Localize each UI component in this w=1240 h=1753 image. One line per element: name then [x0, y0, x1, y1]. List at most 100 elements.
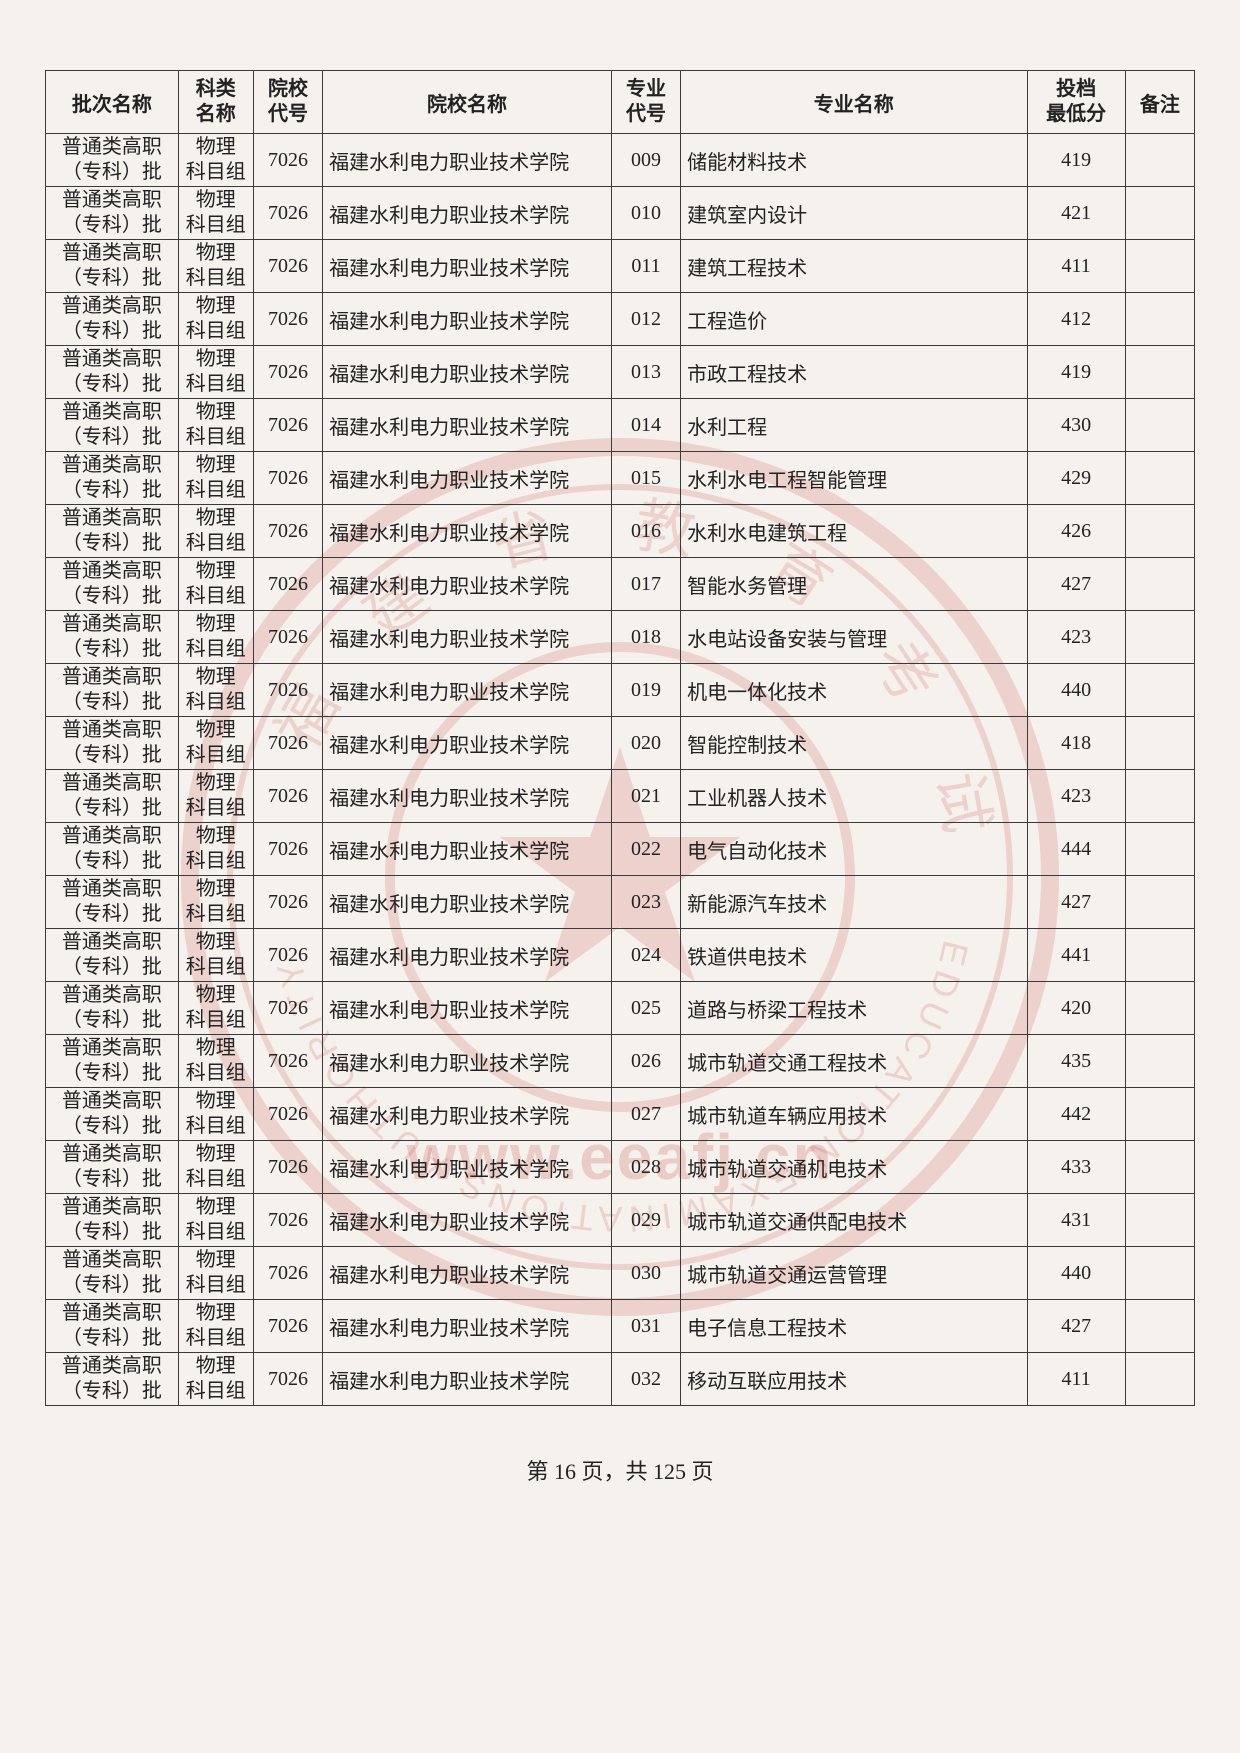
cell-score: 423: [1027, 611, 1125, 664]
cell-school-name: 福建水利电力职业技术学院: [323, 1194, 612, 1247]
cell-major-name: 道路与桥梁工程技术: [681, 982, 1027, 1035]
cell-score: 429: [1027, 452, 1125, 505]
cell-score: 427: [1027, 876, 1125, 929]
cell-major-name: 水利工程: [681, 399, 1027, 452]
cell-score: 431: [1027, 1194, 1125, 1247]
cell-note: [1125, 134, 1194, 187]
cell-note: [1125, 399, 1194, 452]
cell-batch: 普通类高职（专科）批: [46, 1247, 179, 1300]
cell-major-name: 储能材料技术: [681, 134, 1027, 187]
cell-school-name: 福建水利电力职业技术学院: [323, 452, 612, 505]
cell-school-code: 7026: [253, 1035, 322, 1088]
cell-major-name: 工业机器人技术: [681, 770, 1027, 823]
cell-score: 419: [1027, 134, 1125, 187]
table-row: 普通类高职（专科）批物理科目组7026福建水利电力职业技术学院027城市轨道车辆…: [46, 1088, 1195, 1141]
cell-score: 427: [1027, 558, 1125, 611]
col-batch: 批次名称: [46, 71, 179, 134]
cell-note: [1125, 505, 1194, 558]
table-row: 普通类高职（专科）批物理科目组7026福建水利电力职业技术学院021工业机器人技…: [46, 770, 1195, 823]
cell-category: 物理科目组: [178, 1247, 253, 1300]
table-row: 普通类高职（专科）批物理科目组7026福建水利电力职业技术学院013市政工程技术…: [46, 346, 1195, 399]
cell-score: 426: [1027, 505, 1125, 558]
table-row: 普通类高职（专科）批物理科目组7026福建水利电力职业技术学院018水电站设备安…: [46, 611, 1195, 664]
cell-school-name: 福建水利电力职业技术学院: [323, 611, 612, 664]
col-school-code: 院校代号: [253, 71, 322, 134]
cell-major-code: 016: [611, 505, 680, 558]
cell-category: 物理科目组: [178, 346, 253, 399]
cell-school-name: 福建水利电力职业技术学院: [323, 1247, 612, 1300]
cell-note: [1125, 1353, 1194, 1406]
cell-school-code: 7026: [253, 876, 322, 929]
cell-major-code: 017: [611, 558, 680, 611]
col-note: 备注: [1125, 71, 1194, 134]
cell-note: [1125, 770, 1194, 823]
cell-school-name: 福建水利电力职业技术学院: [323, 717, 612, 770]
cell-major-name: 智能控制技术: [681, 717, 1027, 770]
cell-batch: 普通类高职（专科）批: [46, 1088, 179, 1141]
cell-school-name: 福建水利电力职业技术学院: [323, 876, 612, 929]
cell-batch: 普通类高职（专科）批: [46, 664, 179, 717]
cell-batch: 普通类高职（专科）批: [46, 929, 179, 982]
cell-category: 物理科目组: [178, 399, 253, 452]
table-row: 普通类高职（专科）批物理科目组7026福建水利电力职业技术学院014水利工程43…: [46, 399, 1195, 452]
cell-category: 物理科目组: [178, 134, 253, 187]
cell-school-code: 7026: [253, 187, 322, 240]
cell-school-code: 7026: [253, 929, 322, 982]
cell-note: [1125, 717, 1194, 770]
table-row: 普通类高职（专科）批物理科目组7026福建水利电力职业技术学院017智能水务管理…: [46, 558, 1195, 611]
cell-major-code: 025: [611, 982, 680, 1035]
cell-school-code: 7026: [253, 611, 322, 664]
cell-category: 物理科目组: [178, 611, 253, 664]
cell-score: 440: [1027, 1247, 1125, 1300]
cell-score: 411: [1027, 1353, 1125, 1406]
cell-school-code: 7026: [253, 558, 322, 611]
cell-batch: 普通类高职（专科）批: [46, 876, 179, 929]
cell-score: 440: [1027, 664, 1125, 717]
cell-major-name: 城市轨道车辆应用技术: [681, 1088, 1027, 1141]
table-row: 普通类高职（专科）批物理科目组7026福建水利电力职业技术学院012工程造价41…: [46, 293, 1195, 346]
page: 福 建 省 教 育 考 试 院 EDUCATION EXAMINATIONS A…: [0, 0, 1240, 1753]
cell-category: 物理科目组: [178, 505, 253, 558]
cell-major-code: 013: [611, 346, 680, 399]
cell-school-code: 7026: [253, 664, 322, 717]
cell-score: 423: [1027, 770, 1125, 823]
cell-major-code: 010: [611, 187, 680, 240]
cell-school-name: 福建水利电力职业技术学院: [323, 293, 612, 346]
cell-category: 物理科目组: [178, 1141, 253, 1194]
cell-school-code: 7026: [253, 1088, 322, 1141]
col-school-name: 院校名称: [323, 71, 612, 134]
cell-major-name: 城市轨道交通运营管理: [681, 1247, 1027, 1300]
cell-major-code: 031: [611, 1300, 680, 1353]
cell-major-code: 021: [611, 770, 680, 823]
cell-category: 物理科目组: [178, 558, 253, 611]
cell-major-code: 030: [611, 1247, 680, 1300]
cell-school-name: 福建水利电力职业技术学院: [323, 399, 612, 452]
cell-batch: 普通类高职（专科）批: [46, 1194, 179, 1247]
cell-major-name: 城市轨道交通供配电技术: [681, 1194, 1027, 1247]
cell-category: 物理科目组: [178, 876, 253, 929]
cell-major-name: 建筑室内设计: [681, 187, 1027, 240]
table-row: 普通类高职（专科）批物理科目组7026福建水利电力职业技术学院022电气自动化技…: [46, 823, 1195, 876]
cell-school-code: 7026: [253, 1247, 322, 1300]
cell-batch: 普通类高职（专科）批: [46, 823, 179, 876]
cell-score: 435: [1027, 1035, 1125, 1088]
table-row: 普通类高职（专科）批物理科目组7026福建水利电力职业技术学院032移动互联应用…: [46, 1353, 1195, 1406]
cell-school-code: 7026: [253, 240, 322, 293]
cell-score: 442: [1027, 1088, 1125, 1141]
cell-category: 物理科目组: [178, 1300, 253, 1353]
cell-note: [1125, 1300, 1194, 1353]
cell-school-code: 7026: [253, 1141, 322, 1194]
cell-school-name: 福建水利电力职业技术学院: [323, 505, 612, 558]
cell-category: 物理科目组: [178, 187, 253, 240]
cell-note: [1125, 1247, 1194, 1300]
cell-category: 物理科目组: [178, 1194, 253, 1247]
table-row: 普通类高职（专科）批物理科目组7026福建水利电力职业技术学院019机电一体化技…: [46, 664, 1195, 717]
cell-school-name: 福建水利电力职业技术学院: [323, 929, 612, 982]
cell-score: 419: [1027, 346, 1125, 399]
cell-batch: 普通类高职（专科）批: [46, 1035, 179, 1088]
table-row: 普通类高职（专科）批物理科目组7026福建水利电力职业技术学院011建筑工程技术…: [46, 240, 1195, 293]
cell-score: 420: [1027, 982, 1125, 1035]
cell-batch: 普通类高职（专科）批: [46, 770, 179, 823]
cell-batch: 普通类高职（专科）批: [46, 717, 179, 770]
cell-batch: 普通类高职（专科）批: [46, 1353, 179, 1406]
